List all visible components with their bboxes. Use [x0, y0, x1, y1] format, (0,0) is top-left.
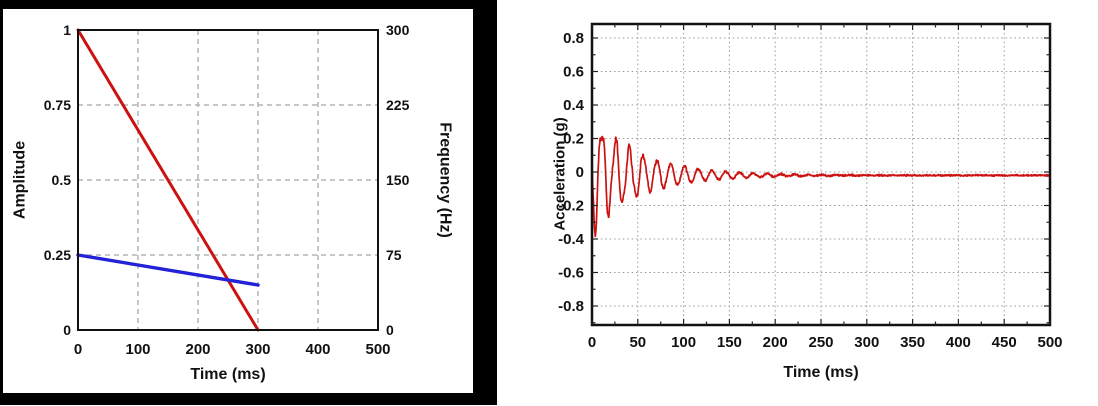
sweep-figure: 1 0.75 0.5 0.25 0 300 225 150 75 0 0 100 200 300 400 50…	[0, 0, 497, 405]
y-tick-label: 0.8	[563, 30, 584, 47]
right-y-tick-label: 225	[386, 97, 410, 113]
y-tick-label: 0.4	[563, 97, 585, 114]
x-tick-label: 0	[74, 341, 82, 358]
tick-labels-group: 0.8 0.6 0.4 0.2 0 -0.2 -0.4 -0.6 -0.8 0 50 100 150 20…	[558, 30, 1062, 351]
left-y-axis-title: Amplitude	[12, 141, 29, 219]
series-group	[591, 135, 1051, 238]
y-tick-label: -0.2	[558, 198, 584, 215]
x-tick-label: 50	[629, 334, 646, 351]
x-tick-label: 200	[763, 334, 788, 351]
left-y-tick-label: 1	[63, 22, 71, 38]
series-line-right	[76, 253, 260, 287]
y-tick-label: -0.4	[558, 231, 585, 248]
y-tick-label: -0.8	[558, 298, 584, 315]
x-tick-label: 400	[305, 341, 330, 358]
tick-marks-group	[591, 24, 1051, 325]
x-tick-label: 250	[808, 334, 833, 351]
x-tick-label: 500	[1037, 334, 1062, 351]
y-tick-label: 0.6	[563, 64, 584, 81]
acceleration-chart: 0.8 0.6 0.4 0.2 0 -0.2 -0.4 -0.6 -0.8 0 50 100 150 20…	[551, 22, 1063, 381]
right-y-tick-label: 75	[386, 247, 402, 263]
left-y-tick-label: 0.5	[52, 172, 72, 188]
x-tick-label: 0	[588, 334, 596, 351]
x-tick-label: 150	[717, 334, 742, 351]
right-y-tick-label: 0	[386, 322, 394, 338]
right-y-tick-label: 150	[386, 172, 410, 188]
gridlines-group	[78, 30, 378, 330]
series-group	[76, 28, 260, 332]
left-y-tick-label: 0	[63, 322, 71, 338]
left-y-tick-label: 0.25	[44, 247, 71, 263]
y-axis-title: Acceleration (g)	[551, 117, 568, 230]
x-tick-label: 200	[185, 341, 210, 358]
x-tick-label: 100	[125, 341, 150, 358]
x-tick-label: 350	[900, 334, 925, 351]
plot-border	[77, 29, 379, 331]
x-tick-label: 400	[946, 334, 971, 351]
x-tick-label: 500	[365, 341, 390, 358]
y-tick-label: 0	[576, 164, 584, 181]
y-tick-label: 0.2	[563, 131, 584, 148]
x-tick-label: 300	[854, 334, 879, 351]
right-y-axis-title: Frequency (Hz)	[436, 122, 453, 238]
acceleration-signal-line	[591, 135, 1051, 238]
x-axis-title: Time (ms)	[190, 366, 265, 383]
x-axis-title: Time (ms)	[783, 364, 858, 381]
y-tick-label: -0.6	[558, 265, 584, 282]
x-tick-label: 300	[245, 341, 270, 358]
right-y-tick-label: 300	[386, 22, 410, 38]
x-tick-label: 450	[992, 334, 1017, 351]
left-y-tick-label: 0.75	[44, 97, 71, 113]
x-tick-label: 100	[671, 334, 696, 351]
acceleration-figure: 0.8 0.6 0.4 0.2 0 -0.2 -0.4 -0.6 -0.8 0 50 100 150 20…	[540, 0, 1098, 406]
